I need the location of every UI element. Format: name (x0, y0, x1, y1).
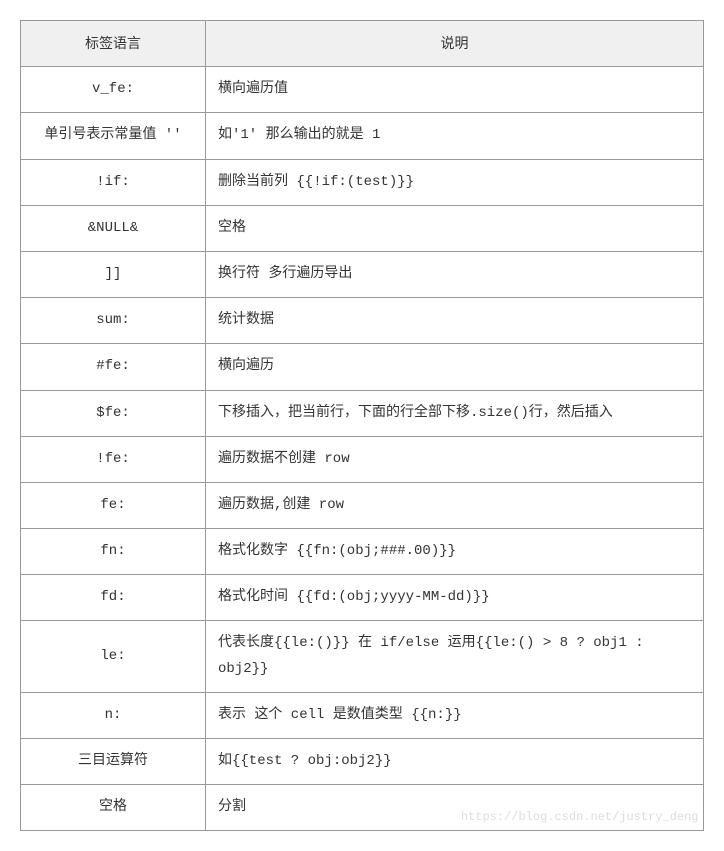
cell-desc: 横向遍历值 (206, 67, 704, 113)
cell-desc: 遍历数据,创建 row (206, 482, 704, 528)
cell-tag: fe: (21, 482, 206, 528)
table-body: v_fe: 横向遍历值 单引号表示常量值 '' 如'1' 那么输出的就是 1 !… (21, 67, 704, 831)
table-row: 三目运算符 如{{test ? obj:obj2}} (21, 739, 704, 785)
cell-tag: 单引号表示常量值 '' (21, 113, 206, 159)
table-row: &NULL& 空格 (21, 205, 704, 251)
table-row: n: 表示 这个 cell 是数值类型 {{n:}} (21, 692, 704, 738)
watermark: https://blog.csdn.net/justry_deng (461, 807, 699, 829)
cell-tag: ]] (21, 251, 206, 297)
table-row: ]] 换行符 多行遍历导出 (21, 251, 704, 297)
table-row: #fe: 横向遍历 (21, 344, 704, 390)
reference-table: 标签语言 说明 v_fe: 横向遍历值 单引号表示常量值 '' 如'1' 那么输… (20, 20, 704, 831)
cell-tag: #fe: (21, 344, 206, 390)
cell-tag: 空格 (21, 785, 206, 831)
table-row: !if: 删除当前列 {{!if:(test)}} (21, 159, 704, 205)
cell-desc: 遍历数据不创建 row (206, 436, 704, 482)
cell-desc: 分割 https://blog.csdn.net/justry_deng (206, 785, 704, 831)
cell-tag: n: (21, 692, 206, 738)
table-row: fd: 格式化时间 {{fd:(obj;yyyy-MM-dd)}} (21, 575, 704, 621)
table-row: 空格 分割 https://blog.csdn.net/justry_deng (21, 785, 704, 831)
cell-desc-text: 分割 (218, 799, 246, 815)
cell-desc: 横向遍历 (206, 344, 704, 390)
cell-tag: 三目运算符 (21, 739, 206, 785)
cell-desc: 删除当前列 {{!if:(test)}} (206, 159, 704, 205)
cell-tag: !fe: (21, 436, 206, 482)
table-row: fn: 格式化数字 {{fn:(obj;###.00)}} (21, 529, 704, 575)
table-header-row: 标签语言 说明 (21, 21, 704, 67)
cell-tag: fn: (21, 529, 206, 575)
cell-desc: 格式化数字 {{fn:(obj;###.00)}} (206, 529, 704, 575)
cell-desc: 换行符 多行遍历导出 (206, 251, 704, 297)
cell-desc: 格式化时间 {{fd:(obj;yyyy-MM-dd)}} (206, 575, 704, 621)
table-row: fe: 遍历数据,创建 row (21, 482, 704, 528)
cell-desc: 代表长度{{le:()}} 在 if/else 运用{{le:() > 8 ? … (206, 621, 704, 692)
table-row: !fe: 遍历数据不创建 row (21, 436, 704, 482)
header-desc: 说明 (206, 21, 704, 67)
cell-desc: 表示 这个 cell 是数值类型 {{n:}} (206, 692, 704, 738)
table-row: le: 代表长度{{le:()}} 在 if/else 运用{{le:() > … (21, 621, 704, 692)
table-row: 单引号表示常量值 '' 如'1' 那么输出的就是 1 (21, 113, 704, 159)
cell-tag: le: (21, 621, 206, 692)
cell-desc: 下移插入，把当前行，下面的行全部下移.size()行，然后插入 (206, 390, 704, 436)
cell-tag: &NULL& (21, 205, 206, 251)
cell-tag: v_fe: (21, 67, 206, 113)
table-row: v_fe: 横向遍历值 (21, 67, 704, 113)
cell-desc: 如'1' 那么输出的就是 1 (206, 113, 704, 159)
table-row: sum: 统计数据 (21, 298, 704, 344)
header-tag: 标签语言 (21, 21, 206, 67)
table-row: $fe: 下移插入，把当前行，下面的行全部下移.size()行，然后插入 (21, 390, 704, 436)
cell-tag: fd: (21, 575, 206, 621)
cell-desc: 如{{test ? obj:obj2}} (206, 739, 704, 785)
cell-tag: $fe: (21, 390, 206, 436)
cell-tag: sum: (21, 298, 206, 344)
cell-tag: !if: (21, 159, 206, 205)
cell-desc: 空格 (206, 205, 704, 251)
cell-desc: 统计数据 (206, 298, 704, 344)
